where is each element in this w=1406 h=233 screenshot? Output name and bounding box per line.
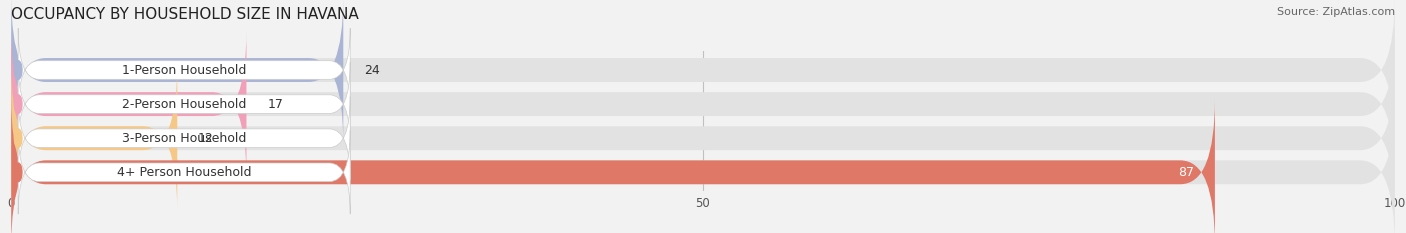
- Text: 2-Person Household: 2-Person Household: [122, 98, 246, 111]
- FancyBboxPatch shape: [18, 130, 350, 214]
- Text: 12: 12: [198, 132, 214, 145]
- FancyBboxPatch shape: [11, 0, 343, 143]
- Text: OCCUPANCY BY HOUSEHOLD SIZE IN HAVANA: OCCUPANCY BY HOUSEHOLD SIZE IN HAVANA: [11, 7, 359, 22]
- Text: 87: 87: [1178, 166, 1194, 179]
- FancyBboxPatch shape: [11, 65, 1395, 212]
- Text: 1-Person Household: 1-Person Household: [122, 64, 246, 76]
- FancyBboxPatch shape: [11, 31, 1395, 177]
- Text: Source: ZipAtlas.com: Source: ZipAtlas.com: [1277, 7, 1395, 17]
- Text: 4+ Person Household: 4+ Person Household: [117, 166, 252, 179]
- FancyBboxPatch shape: [11, 0, 1395, 143]
- Text: 3-Person Household: 3-Person Household: [122, 132, 246, 145]
- FancyBboxPatch shape: [18, 28, 350, 112]
- Circle shape: [14, 61, 22, 79]
- FancyBboxPatch shape: [18, 62, 350, 146]
- Circle shape: [14, 163, 22, 182]
- Circle shape: [14, 129, 22, 147]
- FancyBboxPatch shape: [18, 96, 350, 180]
- Text: 17: 17: [267, 98, 283, 111]
- FancyBboxPatch shape: [11, 31, 246, 177]
- Circle shape: [14, 95, 22, 113]
- FancyBboxPatch shape: [11, 65, 177, 212]
- FancyBboxPatch shape: [11, 99, 1395, 233]
- FancyBboxPatch shape: [11, 99, 1215, 233]
- Text: 24: 24: [364, 64, 380, 76]
